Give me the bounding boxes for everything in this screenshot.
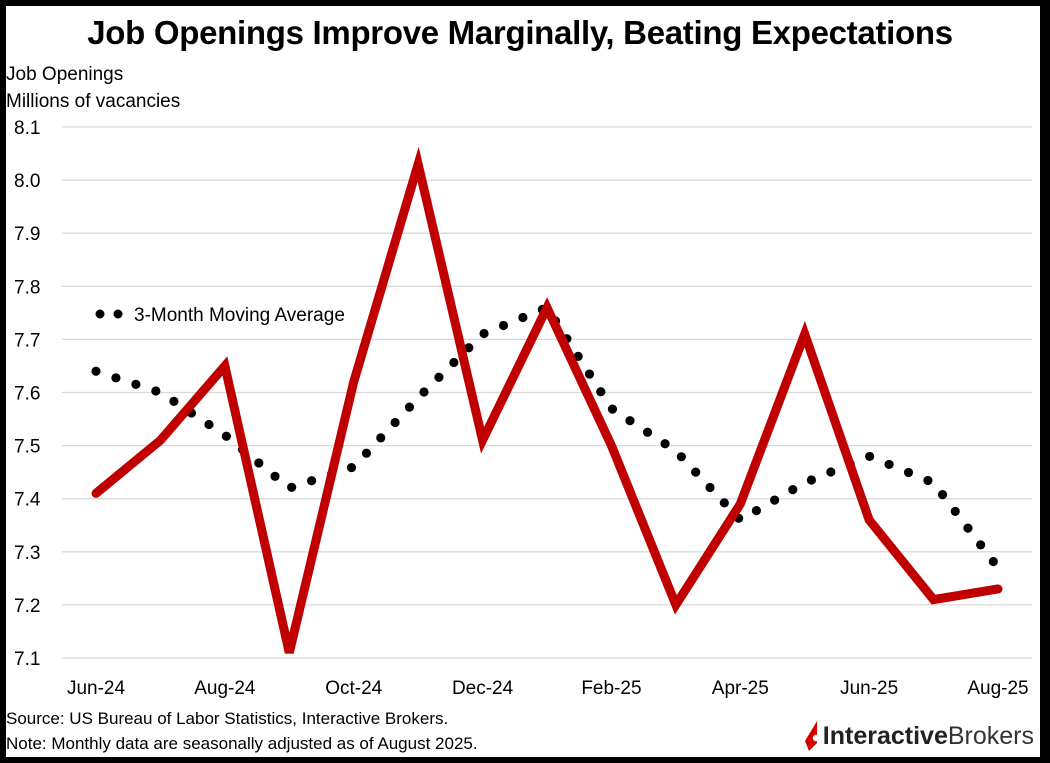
moving-average-dot xyxy=(376,433,386,443)
x-tick-label: Jun-24 xyxy=(67,678,126,699)
moving-average-dot xyxy=(111,373,121,383)
gridlines xyxy=(62,126,1032,659)
moving-average-dot xyxy=(937,490,948,500)
moving-average-dot xyxy=(963,523,973,533)
moving-average-dot xyxy=(270,471,280,481)
moving-average-dot xyxy=(91,366,101,376)
ib-logo-icon xyxy=(804,721,819,751)
chart-frame xyxy=(6,6,1040,757)
x-tick-label: Aug-25 xyxy=(967,678,1028,699)
y-axis-title: Job Openings xyxy=(6,64,124,85)
y-tick-label: 7.7 xyxy=(14,330,40,351)
legend-marker-dot xyxy=(95,309,105,319)
legend-marker-dot xyxy=(113,309,123,319)
moving-average-dot xyxy=(988,556,998,567)
logo-text-bold: Interactive xyxy=(822,721,948,750)
moving-average-dot xyxy=(865,451,875,462)
moving-average-dot xyxy=(788,485,798,495)
y-tick-label: 7.9 xyxy=(14,224,40,245)
moving-average-dot xyxy=(573,351,583,361)
moving-average-dot xyxy=(204,419,214,430)
y-tick-label: 7.8 xyxy=(14,277,40,298)
interactive-brokers-logo: Interactive Brokers xyxy=(803,721,1034,751)
x-axis-ticks: Jun-24 Aug-24 Oct-24 Dec-24 Feb-25 Apr-25 Jun-… xyxy=(67,678,1029,699)
moving-average-dot xyxy=(976,540,986,550)
moving-average-dot xyxy=(131,379,141,390)
moving-average-dot xyxy=(287,482,297,492)
legend: 3-Month Moving Average xyxy=(95,305,345,326)
moving-average-dot xyxy=(434,372,444,382)
moving-average-dot xyxy=(390,417,400,428)
series-line-job-openings xyxy=(91,146,1003,654)
x-tick-label: Jun-25 xyxy=(840,678,898,699)
y-tick-label: 7.6 xyxy=(14,384,40,405)
moving-average-dot xyxy=(806,475,817,485)
moving-average-dot xyxy=(705,482,715,493)
y-tick-label: 7.3 xyxy=(14,543,40,564)
x-tick-label: Dec-24 xyxy=(452,678,514,699)
series-line-moving-average xyxy=(96,308,998,568)
moving-average-dot xyxy=(826,467,836,477)
data-note: Note: Monthly data are seasonally adjust… xyxy=(6,734,478,753)
moving-average-dot xyxy=(719,498,729,508)
moving-average-dot xyxy=(676,452,686,462)
legend-label: 3-Month Moving Average xyxy=(134,305,345,326)
moving-average-dot xyxy=(770,495,780,505)
moving-average-dot xyxy=(584,369,595,379)
x-tick-label: Feb-25 xyxy=(581,678,641,699)
y-tick-label: 7.5 xyxy=(14,437,40,458)
moving-average-dot xyxy=(361,448,372,458)
moving-average-dot xyxy=(479,328,489,339)
moving-average-dot xyxy=(642,427,653,437)
moving-average-dot xyxy=(884,459,894,470)
x-tick-label: Oct-24 xyxy=(325,678,382,699)
series-group xyxy=(91,146,1003,654)
moving-average-dot xyxy=(254,458,264,468)
y-axis-ticks: 8.1 8.0 7.9 7.8 7.7 7.6 7.5 7.4 7.3 7.2 7.1 xyxy=(14,118,41,670)
moving-average-dot xyxy=(950,506,960,516)
y-tick-label: 8.0 xyxy=(14,171,40,192)
moving-average-dot xyxy=(464,343,474,353)
moving-average-dot xyxy=(751,506,762,516)
moving-average-dot xyxy=(518,312,528,323)
moving-average-dot xyxy=(923,475,933,486)
moving-average-dot xyxy=(169,396,179,406)
moving-average-dot xyxy=(625,416,635,426)
moving-average-dot xyxy=(449,357,459,368)
moving-average-dot xyxy=(151,386,161,396)
moving-average-dot xyxy=(691,467,701,477)
moving-average-dot xyxy=(498,320,509,331)
y-tick-label: 8.1 xyxy=(14,118,40,139)
moving-average-dot xyxy=(221,431,231,441)
moving-average-dot xyxy=(903,467,914,478)
y-tick-label: 7.4 xyxy=(14,490,41,511)
x-tick-label: Aug-24 xyxy=(194,678,256,699)
moving-average-dot xyxy=(596,387,606,397)
y-axis-units: Millions of vacancies xyxy=(6,91,181,112)
moving-average-dot xyxy=(607,404,618,414)
y-tick-label: 7.2 xyxy=(14,596,40,617)
x-tick-label: Apr-25 xyxy=(712,678,769,699)
chart-title: Job Openings Improve Marginally, Beating… xyxy=(87,14,953,51)
moving-average-dot xyxy=(404,402,415,412)
moving-average-dot xyxy=(307,476,317,486)
moving-average-dot xyxy=(419,387,429,397)
y-tick-label: 7.1 xyxy=(14,649,40,670)
moving-average-dot xyxy=(660,439,670,449)
logo-text-regular: Brokers xyxy=(947,721,1034,750)
source-note: Source: US Bureau of Labor Statistics, I… xyxy=(6,709,449,728)
moving-average-dot xyxy=(346,462,357,473)
